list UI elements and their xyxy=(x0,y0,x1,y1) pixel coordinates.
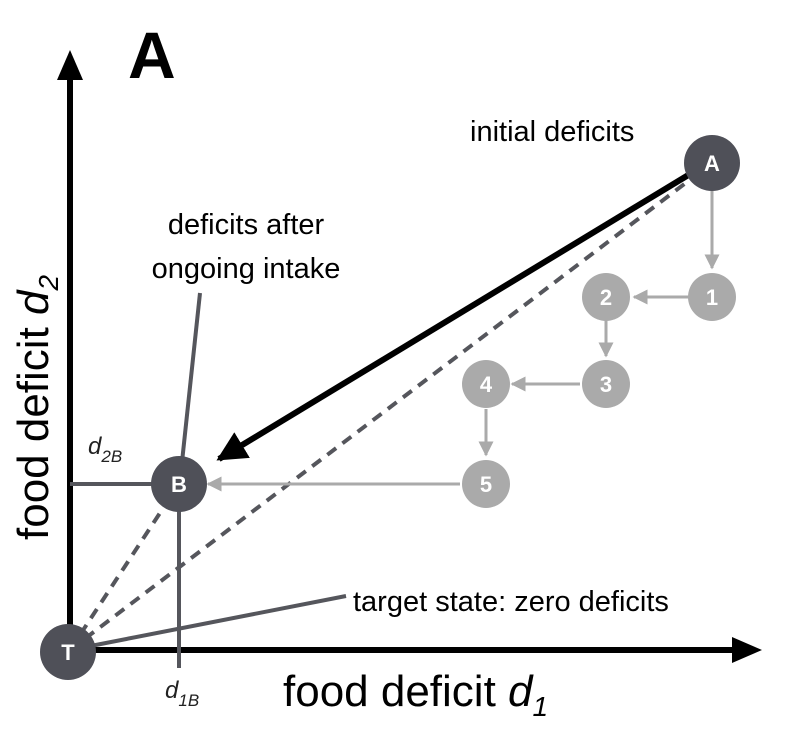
node-B-label: B xyxy=(171,472,187,497)
axes xyxy=(57,50,762,663)
node-T-label: T xyxy=(61,640,75,665)
step-node-1 xyxy=(688,273,736,321)
node-T xyxy=(40,624,96,680)
x-axis-label-text: food deficit xyxy=(283,667,508,716)
target-leader xyxy=(69,594,347,652)
target-state-label: target state: zero deficits xyxy=(353,586,669,618)
stepwise-path: 1 2 3 4 5 xyxy=(206,190,736,508)
d1B-label: d1B xyxy=(165,677,199,710)
step-node-4 xyxy=(462,360,510,408)
d1B-label-var: d xyxy=(165,677,179,704)
x-axis-label: food deficit d1 xyxy=(283,667,548,722)
x-axis-label-sub: 1 xyxy=(533,691,549,722)
step-node-3 xyxy=(582,360,630,408)
step-node-5 xyxy=(462,460,510,508)
d2B-label-var: d xyxy=(88,433,102,460)
d2B-label: d2B xyxy=(88,433,122,466)
after-intake-leader xyxy=(180,292,202,463)
d2B-label-sub: 2B xyxy=(100,447,122,466)
y-axis-label-var: d xyxy=(9,289,58,315)
y-axis-label-text: food deficit xyxy=(9,315,58,540)
step-label-5: 5 xyxy=(480,472,492,497)
dashed-T-to-B xyxy=(68,482,181,652)
d1B-label-sub: 1B xyxy=(178,691,199,710)
step-node-2 xyxy=(582,273,630,321)
step-label-2: 2 xyxy=(600,285,612,310)
node-B xyxy=(151,456,207,512)
x-axis-label-var: d xyxy=(508,667,534,716)
step-label-4: 4 xyxy=(480,372,493,397)
y-axis-arrowhead xyxy=(57,50,83,80)
y-axis-label-sub: 2 xyxy=(33,274,64,291)
dashed-T-to-A xyxy=(68,161,714,652)
panel-label: A xyxy=(128,18,176,92)
initial-deficits-label: initial deficits xyxy=(470,116,634,148)
y-axis-label: food deficit d2 xyxy=(9,274,64,540)
x-axis-arrowhead xyxy=(732,637,762,663)
direct-path-arrow xyxy=(216,171,692,462)
step-label-3: 3 xyxy=(600,372,612,397)
after-intake-label-line1: deficits after xyxy=(168,209,325,241)
node-A-label: A xyxy=(704,151,720,176)
after-intake-label-line2: ongoing intake xyxy=(152,253,341,285)
node-A xyxy=(684,135,740,191)
step-label-1: 1 xyxy=(706,285,718,310)
